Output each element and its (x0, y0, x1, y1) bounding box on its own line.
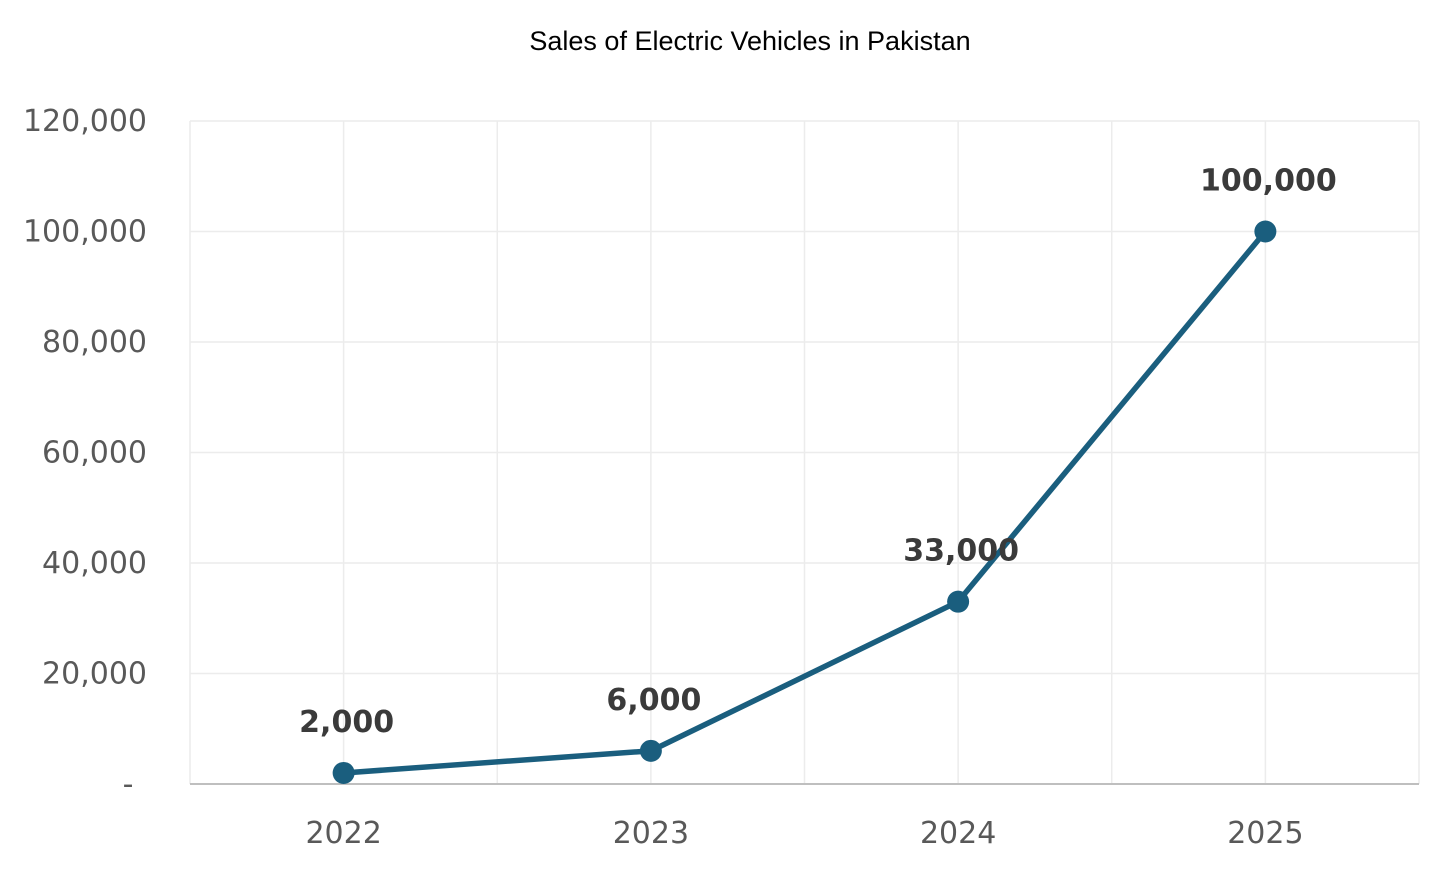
y-tick-label: 100,000 (23, 215, 147, 250)
series-line (340, 228, 1269, 776)
x-tick-label: 2025 (1227, 816, 1303, 851)
y-tick-label: 80,000 (42, 325, 147, 360)
data-label: 33,000 (903, 534, 1019, 569)
chart-title: Sales of Electric Vehicles in Pakistan (529, 26, 971, 56)
y-tick-label: 120,000 (23, 104, 147, 139)
y-tick-label: - (123, 767, 134, 802)
data-label: 2,000 (299, 705, 394, 740)
data-label: 6,000 (606, 683, 701, 718)
y-tick-label: 20,000 (42, 657, 147, 692)
x-tick-label: 2023 (613, 816, 689, 851)
data-point (639, 739, 662, 762)
x-tick-label: 2024 (920, 816, 996, 851)
data-point (1254, 220, 1277, 243)
data-point (947, 590, 970, 613)
data-point (332, 761, 355, 784)
y-tick-label: 40,000 (42, 546, 147, 581)
x-tick-label: 2022 (305, 816, 381, 851)
y-tick-label: 60,000 (42, 436, 147, 471)
data-label: 100,000 (1200, 164, 1337, 199)
